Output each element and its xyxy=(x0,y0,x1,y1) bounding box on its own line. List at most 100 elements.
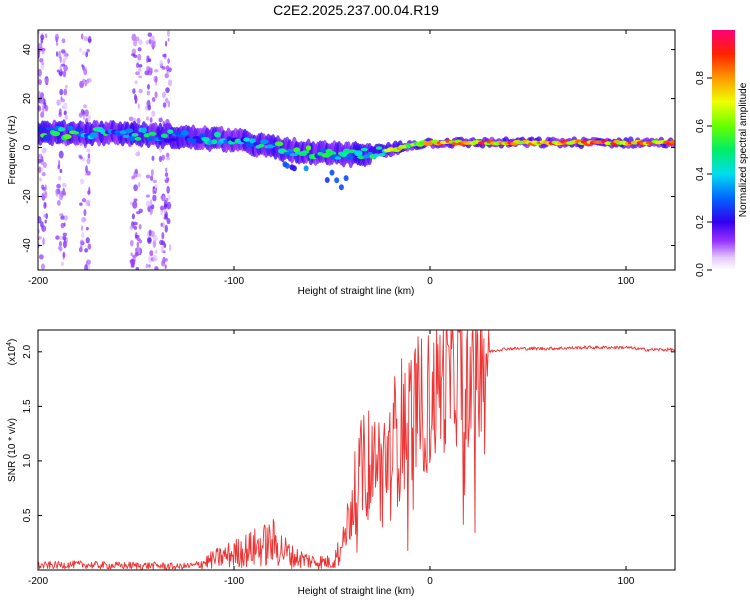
noise-streak-cell xyxy=(137,53,142,61)
noise-streak-cell xyxy=(135,62,140,69)
noise-streak-cell xyxy=(131,213,135,220)
colorbar-tick-label: 0.0 xyxy=(695,263,706,277)
ridge-core-cell xyxy=(213,131,221,138)
noise-streak-cell xyxy=(131,175,135,180)
noise-streak-cell xyxy=(154,250,158,254)
noise-streak-cell xyxy=(136,117,141,125)
svg-text:(x104): (x104) xyxy=(6,339,18,366)
noise-streak-cell xyxy=(85,51,89,58)
noise-streak-cell xyxy=(61,38,66,44)
noise-streak-cell xyxy=(85,200,90,207)
noise-streak-cell xyxy=(86,259,91,265)
noise-streak-cell xyxy=(64,84,68,89)
ridge-core-cell xyxy=(345,154,354,160)
noise-streak-cell xyxy=(81,232,85,238)
ridge-core-cell xyxy=(198,133,207,138)
noise-streak-cell xyxy=(56,99,61,106)
snr-x-ticks: -200 -100 0 100 xyxy=(28,330,635,587)
noise-streak-cell xyxy=(58,159,61,168)
ridge-tail-cell xyxy=(303,165,309,172)
noise-streak-cell xyxy=(147,264,151,268)
noise-streak-cell xyxy=(62,58,66,64)
noise-streak-cell xyxy=(44,104,49,112)
noise-streak-cell xyxy=(55,235,60,240)
ridge-core-cell xyxy=(140,127,147,134)
noise-streak-cell xyxy=(138,239,143,244)
noise-streak-cell xyxy=(163,216,169,220)
noise-streak-cell xyxy=(83,36,89,42)
noise-streak-cell xyxy=(44,78,49,84)
noise-streak-cell xyxy=(38,216,42,224)
ridge-core-cell xyxy=(148,131,157,136)
snr-scale-exponent: 4 xyxy=(6,342,13,346)
noise-streak-cell xyxy=(44,191,48,199)
noise-streak-cell xyxy=(158,117,163,123)
noise-streak-cell xyxy=(152,186,156,190)
noise-streak-cell xyxy=(130,252,133,256)
noise-streak-cell xyxy=(42,105,45,113)
noise-streak-cell xyxy=(167,194,171,201)
noise-streak-cell xyxy=(164,264,167,270)
noise-streak-cell xyxy=(62,232,68,237)
noise-streak-cell xyxy=(166,201,172,210)
noise-streak-cell xyxy=(39,99,45,104)
noise-streak-cell xyxy=(41,148,46,154)
ridge-core-cell xyxy=(305,145,312,151)
ridge-core-cell xyxy=(258,143,265,148)
ridge-core-cell xyxy=(73,130,80,135)
noise-streak-cell xyxy=(86,148,91,153)
ridge-core-cell xyxy=(253,141,259,147)
ridge-core-cell xyxy=(134,136,142,141)
noise-streak-cell xyxy=(138,181,141,188)
noise-streak-cell xyxy=(149,250,154,257)
noise-streak-cell xyxy=(161,154,165,161)
noise-streak-cell xyxy=(44,184,47,191)
ridge-tail-cell xyxy=(343,175,349,182)
noise-streak-cell xyxy=(55,189,59,197)
noise-streak-cell xyxy=(45,213,49,219)
noise-streak-cell xyxy=(131,33,137,42)
snr-y-label: SNR (10 * v/v) xyxy=(7,418,18,482)
noise-streak-cell xyxy=(43,201,47,210)
noise-streak-cell xyxy=(82,157,86,162)
noise-streak-cell xyxy=(130,258,135,267)
noise-streak-cell xyxy=(135,71,140,76)
noise-streak-cell xyxy=(134,100,137,104)
ridge-core-cell xyxy=(289,153,298,157)
noise-streak-cell xyxy=(87,38,92,42)
x-tick-label: 0 xyxy=(427,276,433,287)
ridge-core-cell xyxy=(89,132,99,139)
snr-scale-close: ) xyxy=(7,339,18,342)
spectrogram-cells xyxy=(38,119,675,191)
noise-streak-cell xyxy=(133,198,138,202)
noise-streak-cell xyxy=(132,221,138,226)
noise-streak-cell xyxy=(134,80,138,85)
ridge-core-cell xyxy=(51,130,61,137)
noise-streak-cell xyxy=(135,36,140,42)
noise-streak-cell xyxy=(59,168,63,174)
noise-streak-cell xyxy=(151,96,156,103)
y-tick-label: 1.0 xyxy=(22,454,33,468)
noise-streak-cell xyxy=(137,47,142,52)
noise-streak-cell xyxy=(59,64,62,73)
noise-streak-cell xyxy=(145,116,150,121)
noise-streak-cell xyxy=(38,235,42,239)
ridge-core-cell xyxy=(334,156,342,160)
noise-streak-cell xyxy=(42,162,47,169)
noise-streak-cell xyxy=(154,266,159,270)
noise-streak-cell xyxy=(78,112,83,118)
noise-streak-cell xyxy=(79,156,84,160)
noise-streak-cell xyxy=(81,51,86,56)
noise-streak-cell xyxy=(161,260,166,267)
noise-streak-cell xyxy=(152,179,158,184)
noise-streak-cell xyxy=(167,58,170,64)
y-tick-label: 40 xyxy=(22,44,33,56)
noise-streak-cell xyxy=(39,58,44,63)
noise-streak-cell xyxy=(63,88,68,96)
ridge-core-cell xyxy=(274,141,284,147)
noise-streak-cell xyxy=(162,195,165,201)
noise-streak-cell xyxy=(62,251,66,258)
ridge-core-cell xyxy=(373,153,380,158)
noise-streak-cell xyxy=(42,237,45,246)
noise-streak-cell xyxy=(164,224,168,233)
